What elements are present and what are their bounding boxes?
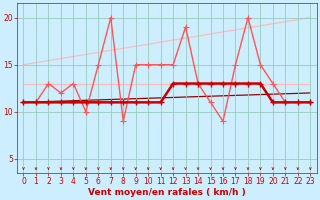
X-axis label: Vent moyen/en rafales ( km/h ): Vent moyen/en rafales ( km/h ) (88, 188, 246, 197)
